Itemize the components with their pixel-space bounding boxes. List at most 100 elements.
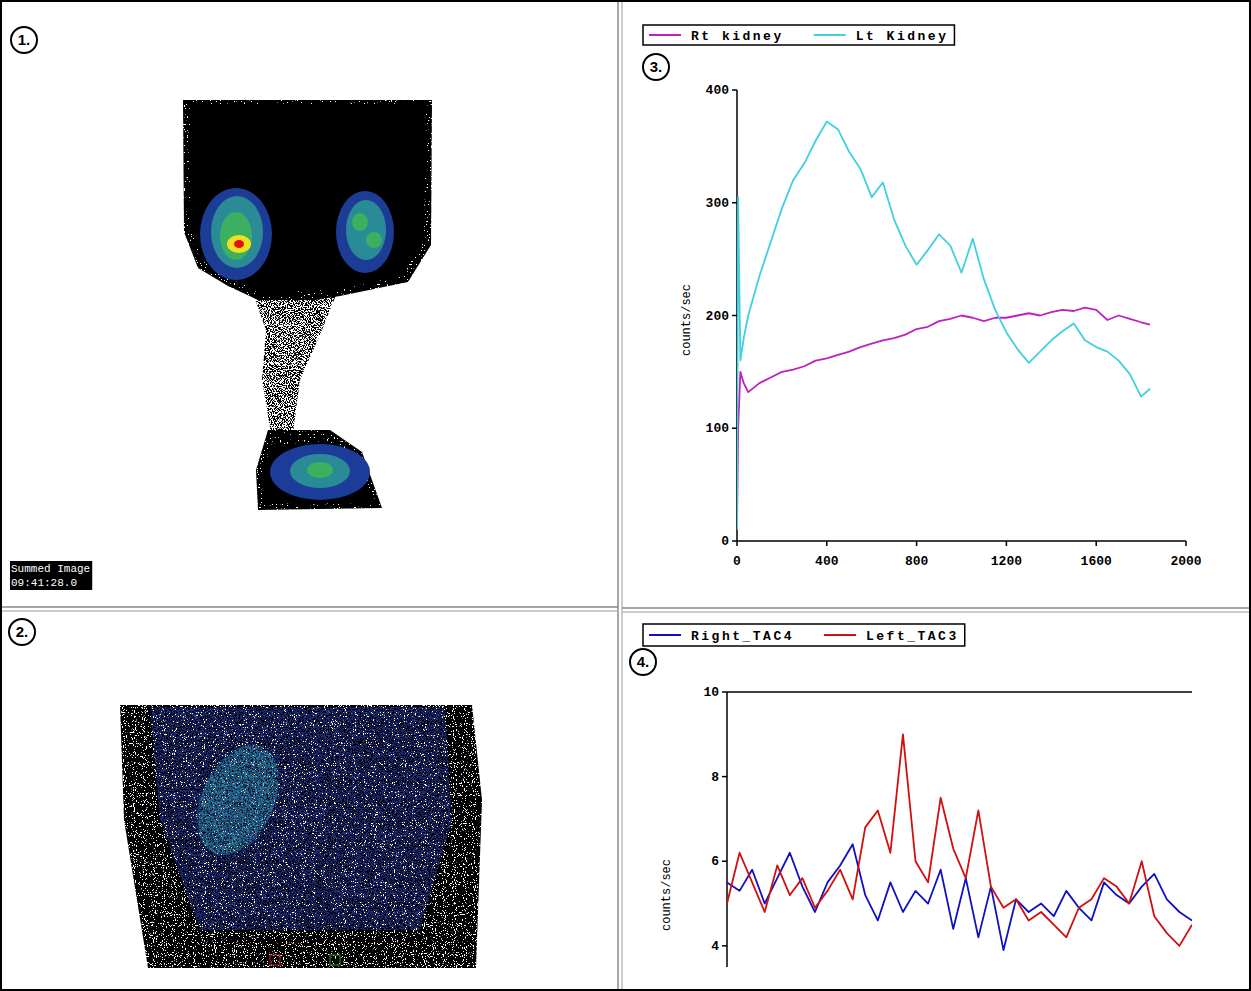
y-tick <box>722 691 727 693</box>
panel-label-circle <box>643 54 669 80</box>
body-region <box>120 705 482 968</box>
x-tick-label: 1200 <box>991 554 1022 569</box>
background <box>0 0 1251 991</box>
y-tick <box>732 202 737 204</box>
pelvis-region <box>256 430 382 510</box>
y-tick <box>722 945 727 947</box>
scan-image-2 <box>20 700 610 968</box>
x-tick <box>1095 541 1097 546</box>
bladder <box>270 444 370 500</box>
x-tick <box>1006 541 1008 546</box>
y-tick <box>732 428 737 430</box>
y-tick-label: 400 <box>706 83 730 98</box>
y-tick <box>722 860 727 862</box>
neck-region <box>250 285 340 440</box>
kidney <box>181 732 295 868</box>
panel-label: 2. <box>16 623 29 640</box>
caption-background <box>10 561 92 590</box>
body-region <box>183 100 432 300</box>
panel-label: 4. <box>637 653 650 670</box>
legend-box <box>643 25 954 45</box>
legend-swatch <box>649 34 681 36</box>
kidney <box>366 232 382 248</box>
scan-image-1 <box>183 100 432 510</box>
x-tick-label: 400 <box>815 554 839 569</box>
divider <box>2 606 618 608</box>
chart: 0 100 200 300 400 0 400 800 1200 1600 2000 counts/s… <box>643 25 1202 569</box>
x-tick-label: 2000 <box>1170 554 1201 569</box>
y-tick-label: 100 <box>706 421 730 436</box>
legend-label: Right_TAC4 <box>691 629 794 644</box>
legend-label: Lt Kidney <box>856 29 949 44</box>
x-tick <box>826 541 828 546</box>
kidney <box>211 196 263 268</box>
caption: Summed Image 09:41:28.0 <box>10 561 92 590</box>
legend-label: Left_TAC3 <box>866 629 959 644</box>
divider <box>622 611 1249 613</box>
legend: Right_TAC4 Left_TAC3 <box>643 624 965 646</box>
y-tick-label: 8 <box>711 770 719 785</box>
panel-label-circle <box>11 27 37 53</box>
y-axis <box>726 692 728 967</box>
kidney <box>346 200 386 260</box>
roi-marker <box>270 955 280 965</box>
panel-label: 3. <box>650 58 663 75</box>
roi-marker <box>330 955 340 965</box>
kidney <box>200 188 272 280</box>
pelvis-region <box>262 442 374 504</box>
kidney <box>336 191 394 273</box>
legend-swatch <box>814 34 846 36</box>
scatter-noise <box>20 700 610 968</box>
y-tick <box>732 89 737 91</box>
y-tick-label: 6 <box>711 854 719 869</box>
x-tick-label: 0 <box>733 554 741 569</box>
y-axis-title: counts/sec <box>660 859 674 931</box>
kidney <box>220 212 252 260</box>
legend: Rt kidney Lt Kidney <box>643 25 954 45</box>
y-tick-label: 300 <box>706 196 730 211</box>
series-line <box>727 734 1192 946</box>
kidney <box>352 213 368 231</box>
panel-label-circle <box>630 649 656 675</box>
divider <box>2 610 618 612</box>
y-axis-title: counts/sec <box>680 284 694 356</box>
legend-label: Rt kidney <box>691 29 784 44</box>
x-tick <box>736 541 738 546</box>
page: Summed Image09:41:28.01.2.01002003004000… <box>0 0 1251 991</box>
x-tick <box>1185 541 1187 546</box>
y-tick-label: 200 <box>706 309 730 324</box>
y-tick-label: 10 <box>703 685 719 700</box>
divider <box>617 2 619 989</box>
y-tick-label: 0 <box>721 534 729 549</box>
caption-text: Summed Image <box>11 563 90 575</box>
bladder <box>290 454 350 488</box>
body-region <box>150 707 452 930</box>
frame-top <box>727 691 1192 693</box>
y-tick-label: 4 <box>711 939 719 954</box>
series-line <box>727 844 1192 950</box>
divider <box>622 607 1249 609</box>
x-tick-label: 1600 <box>1081 554 1112 569</box>
body-region <box>190 104 426 292</box>
bladder <box>307 462 333 478</box>
panel-label: 1. <box>18 31 31 48</box>
legend-box <box>643 624 965 646</box>
x-tick-label: 800 <box>905 554 929 569</box>
series-line <box>737 308 1150 530</box>
panel-label-circle <box>9 619 35 645</box>
series-line <box>737 122 1150 530</box>
caption-text: 09:41:28.0 <box>11 577 77 589</box>
outer-frame <box>1 1 1250 990</box>
plot-area <box>727 734 1192 950</box>
divider <box>621 2 623 989</box>
kidney-hotspot <box>227 235 251 253</box>
legend-swatch <box>649 634 681 636</box>
y-tick <box>732 315 737 317</box>
x-tick <box>916 541 918 546</box>
chart: 4 6 8 10 counts/sec Right_TAC4 Left_TAC3 <box>643 624 1192 967</box>
x-axis <box>737 540 1186 542</box>
y-tick <box>722 776 727 778</box>
kidney-hotspot <box>234 240 244 248</box>
legend-swatch <box>824 634 856 636</box>
plot-area <box>737 122 1150 530</box>
